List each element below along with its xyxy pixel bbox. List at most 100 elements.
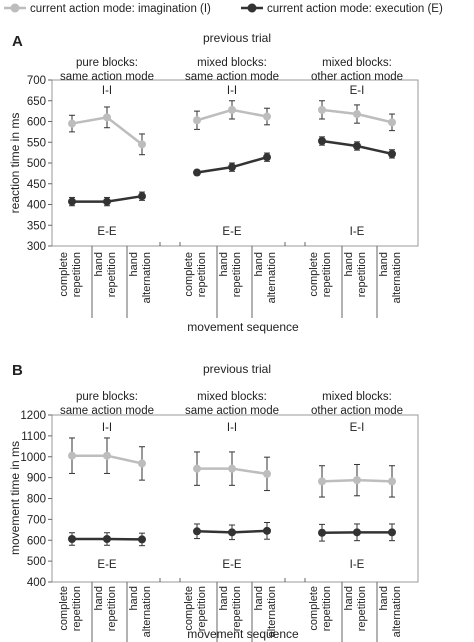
imagination-point bbox=[353, 476, 361, 485]
x-tick-label: hand bbox=[253, 586, 265, 610]
group-title-line: pure blocks: bbox=[76, 57, 138, 69]
x-tick-label: repetition bbox=[356, 252, 368, 297]
group-title-line: same action mode bbox=[60, 71, 154, 83]
y-tick-label: 1200 bbox=[20, 410, 46, 422]
x-tick-label: repetition bbox=[356, 586, 368, 631]
execution-point bbox=[263, 526, 271, 535]
y-tick-label: 500 bbox=[27, 158, 46, 170]
y-tick-label: 650 bbox=[27, 96, 46, 108]
y-tick-label: 1100 bbox=[21, 431, 46, 443]
y-tick-label: 300 bbox=[27, 241, 46, 253]
imagination-condition-label: I-I bbox=[227, 85, 237, 97]
imagination-condition-label: I-I bbox=[102, 422, 112, 434]
group-1: pure blocks: same action mode I-I E-E comple… bbox=[58, 57, 154, 318]
panel-b-ylabel: movement time in ms bbox=[8, 441, 22, 555]
execution-point bbox=[68, 197, 76, 206]
x-tick-label: alternation bbox=[391, 252, 403, 303]
execution-point bbox=[103, 197, 111, 206]
x-tick-label: repetition bbox=[321, 586, 333, 631]
x-tick-label: hand bbox=[253, 252, 265, 276]
imagination-point bbox=[193, 464, 201, 473]
x-tick-label: hand bbox=[218, 252, 230, 276]
y-tick-label: 350 bbox=[27, 220, 46, 232]
imagination-point bbox=[68, 451, 76, 460]
execution-point bbox=[68, 534, 76, 543]
x-tick-label: hand bbox=[343, 252, 355, 276]
legend-execution-label: current action mode: execution (E) bbox=[267, 3, 443, 15]
y-tick-label: 700 bbox=[27, 75, 46, 87]
imagination-condition-label: E-I bbox=[350, 85, 365, 97]
y-tick-label: 800 bbox=[27, 494, 46, 506]
x-tick-label: hand bbox=[93, 252, 105, 276]
imagination-point bbox=[353, 110, 361, 119]
y-tick-label: 450 bbox=[27, 179, 46, 191]
x-tick-label: repetition bbox=[231, 586, 243, 631]
execution-point bbox=[193, 168, 201, 177]
imagination-point bbox=[228, 464, 236, 473]
x-tick-label: repetition bbox=[71, 586, 83, 631]
imagination-point bbox=[318, 105, 326, 114]
x-tick-label: complete bbox=[183, 586, 195, 631]
imagination-point bbox=[388, 118, 396, 127]
x-tick-label: repetition bbox=[196, 586, 208, 631]
panel-a-letter: A bbox=[12, 33, 23, 50]
imagination-point bbox=[228, 105, 236, 114]
imagination-point bbox=[263, 469, 271, 478]
x-tick-label: alternation bbox=[266, 586, 278, 637]
panel-a: A previous trial movement sequence react… bbox=[8, 31, 299, 334]
group-title-line: same action mode bbox=[60, 405, 154, 417]
imagination-condition-label: I-I bbox=[227, 422, 237, 434]
y-tick-label: 500 bbox=[27, 556, 46, 568]
imagination-point bbox=[263, 112, 271, 121]
group-title-line: mixed blocks: bbox=[197, 391, 267, 403]
x-tick-label: repetition bbox=[71, 252, 83, 297]
execution-condition-label: E-E bbox=[97, 226, 117, 238]
y-tick-label: 400 bbox=[27, 200, 46, 212]
imagination-point bbox=[103, 451, 111, 460]
group-title-line: mixed blocks: bbox=[197, 57, 267, 69]
group-title-line: other action mode bbox=[311, 405, 403, 417]
x-tick-label: repetition bbox=[106, 586, 118, 631]
x-tick-label: alternation bbox=[141, 252, 153, 303]
y-tick-label: 600 bbox=[27, 535, 46, 547]
x-tick-label: complete bbox=[308, 586, 320, 631]
legend-imagination-marker bbox=[10, 3, 20, 13]
x-tick-label: repetition bbox=[231, 252, 243, 297]
execution-point bbox=[138, 192, 146, 201]
imagination-point bbox=[138, 459, 146, 468]
x-tick-label: repetition bbox=[321, 252, 333, 297]
x-tick-label: alternation bbox=[141, 586, 153, 637]
plot-a: 300 350 400 450 500 550 600 650 700 pure blocks: s… bbox=[27, 57, 419, 318]
imagination-point bbox=[138, 140, 146, 149]
group-1: pure blocks: same action mode I-I E-E comple… bbox=[58, 391, 154, 642]
execution-point bbox=[353, 528, 361, 537]
x-tick-label: complete bbox=[58, 586, 70, 631]
group-2: mixed blocks: same action mode I-I E-E compl… bbox=[183, 391, 279, 642]
x-tick-label: hand bbox=[343, 586, 355, 610]
group-title-line: mixed blocks: bbox=[322, 57, 392, 69]
group-3: mixed blocks: other action mode E-I I-E comp… bbox=[308, 57, 403, 318]
x-tick-label: hand bbox=[218, 586, 230, 610]
panel-b: B previous trial movement sequence movem… bbox=[8, 362, 299, 641]
imagination-condition-label: E-I bbox=[350, 422, 365, 434]
execution-point bbox=[228, 163, 236, 172]
legend-execution-marker bbox=[247, 3, 257, 13]
group-title-line: same action mode bbox=[185, 405, 279, 417]
group-3: mixed blocks: other action mode E-I I-E comp… bbox=[308, 391, 403, 642]
x-tick-label: hand bbox=[93, 586, 105, 610]
execution-point bbox=[263, 153, 271, 162]
panel-b-letter: B bbox=[12, 362, 23, 379]
x-tick-label: hand bbox=[378, 252, 390, 276]
execution-point bbox=[388, 528, 396, 537]
legend: current action mode: imagination (I) cur… bbox=[4, 3, 443, 15]
imagination-point bbox=[318, 477, 326, 486]
group-title-line: other action mode bbox=[311, 71, 403, 83]
execution-condition-label: I-E bbox=[350, 559, 365, 571]
x-tick-label: hand bbox=[128, 586, 140, 610]
execution-point bbox=[318, 137, 326, 146]
y-tick-label: 400 bbox=[27, 577, 46, 589]
group-2: mixed blocks: same action mode I-I E-E compl… bbox=[183, 57, 279, 318]
execution-condition-label: I-E bbox=[350, 226, 365, 238]
execution-condition-label: E-E bbox=[97, 559, 117, 571]
